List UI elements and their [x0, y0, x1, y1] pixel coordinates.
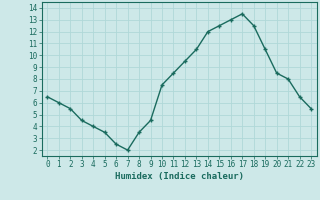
X-axis label: Humidex (Indice chaleur): Humidex (Indice chaleur): [115, 172, 244, 181]
